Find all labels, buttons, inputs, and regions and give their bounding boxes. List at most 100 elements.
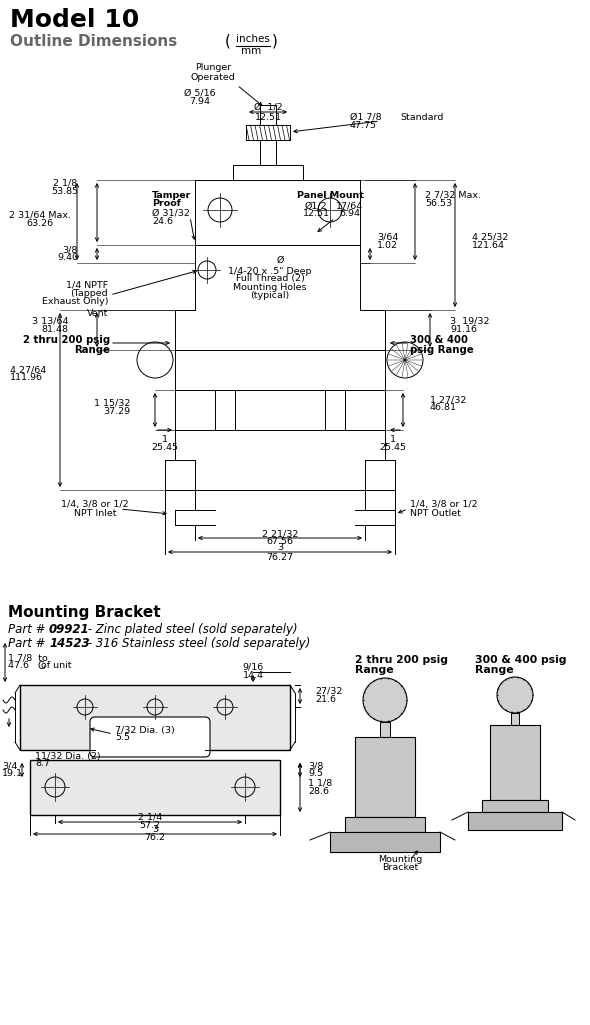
Text: 1.02: 1.02 (377, 241, 398, 249)
Text: 46.81: 46.81 (430, 404, 457, 412)
Text: 2 7/32 Max.: 2 7/32 Max. (425, 191, 481, 200)
Text: Outline Dimensions: Outline Dimensions (10, 34, 177, 49)
Text: 14.4: 14.4 (242, 670, 264, 680)
Text: 1: 1 (390, 436, 396, 445)
Text: 17/64: 17/64 (336, 202, 363, 210)
Text: (: ( (225, 34, 231, 49)
Text: Panel Mount: Panel Mount (297, 191, 363, 200)
Text: 7/32 Dia. (3): 7/32 Dia. (3) (115, 726, 175, 735)
Bar (468, 812, 562, 830)
Text: 3/64: 3/64 (377, 233, 398, 242)
Text: ): ) (272, 34, 278, 49)
Text: - 316 Stainless steel (sold separately): - 316 Stainless steel (sold separately) (84, 637, 310, 650)
Text: 09921: 09921 (49, 623, 90, 636)
Text: 300 & 400: 300 & 400 (410, 335, 468, 345)
Text: 2 thru 200 psig: 2 thru 200 psig (355, 655, 448, 665)
FancyBboxPatch shape (90, 718, 210, 757)
Text: Part #: Part # (8, 637, 49, 650)
Text: 4 27/64: 4 27/64 (10, 366, 46, 374)
Text: 3/8: 3/8 (308, 762, 323, 771)
Text: 300 & 400 psig: 300 & 400 psig (475, 655, 566, 665)
Text: 9.40: 9.40 (57, 253, 78, 262)
Text: 1 27/32: 1 27/32 (430, 396, 466, 405)
Text: Range: Range (74, 345, 110, 355)
Text: 53.85: 53.85 (51, 187, 78, 196)
Text: 91.16: 91.16 (450, 325, 477, 333)
Text: 1/4, 3/8 or 1/2: 1/4, 3/8 or 1/2 (410, 500, 478, 509)
Text: Range: Range (475, 665, 514, 675)
Text: 9/16: 9/16 (242, 662, 264, 671)
Text: 24.6: 24.6 (152, 216, 173, 226)
Circle shape (363, 678, 407, 722)
Text: 27/32: 27/32 (315, 687, 342, 696)
Text: 2 21/32: 2 21/32 (262, 530, 298, 538)
Text: Range: Range (355, 665, 394, 675)
Text: Part #: Part # (8, 623, 49, 636)
Text: Model 10: Model 10 (10, 8, 139, 32)
Text: Bracket: Bracket (382, 863, 418, 872)
Text: Operated: Operated (191, 73, 235, 82)
Text: mm: mm (241, 46, 261, 56)
Text: 3: 3 (152, 824, 158, 833)
Text: Full Thread (2): Full Thread (2) (235, 275, 304, 284)
Text: 2 31/64 Max.: 2 31/64 Max. (9, 210, 71, 219)
Text: 19.1: 19.1 (2, 770, 23, 779)
Text: Ø: Ø (276, 255, 284, 264)
Text: 1: 1 (162, 436, 168, 445)
Bar (355, 737, 415, 817)
Text: 63.26: 63.26 (27, 218, 54, 228)
Text: (Tapped: (Tapped (70, 288, 108, 297)
Text: 1 15/32: 1 15/32 (94, 399, 130, 408)
Text: (typical): (typical) (250, 290, 290, 299)
Text: 3 13/64: 3 13/64 (31, 317, 68, 326)
Text: 3/8: 3/8 (63, 246, 78, 254)
Text: Mounting Holes: Mounting Holes (233, 283, 307, 291)
Text: Cₗ: Cₗ (38, 661, 47, 671)
Text: Ø 5/16: Ø 5/16 (184, 88, 216, 97)
Text: Plunger: Plunger (195, 64, 231, 73)
Text: 25.45: 25.45 (152, 444, 179, 452)
Text: 7.94: 7.94 (189, 96, 211, 106)
Text: 57.2: 57.2 (139, 820, 160, 829)
Text: 76.2: 76.2 (145, 832, 166, 842)
Bar (30, 760, 280, 815)
Text: 47.6    of unit: 47.6 of unit (8, 661, 71, 670)
Text: 1/4-20 x .5" Deep: 1/4-20 x .5" Deep (228, 266, 312, 276)
Text: 1 1/8: 1 1/8 (308, 779, 332, 787)
Text: Exhaust Only): Exhaust Only) (41, 296, 108, 305)
Text: Tamper: Tamper (152, 191, 191, 200)
Text: 12.51: 12.51 (254, 113, 281, 122)
Text: 2 1/4: 2 1/4 (138, 813, 162, 821)
Text: Ø 31/32: Ø 31/32 (152, 208, 190, 217)
Text: Standard: Standard (400, 113, 443, 122)
Bar (482, 800, 548, 812)
Text: Mounting: Mounting (378, 856, 422, 864)
Text: 11/32 Dia. (2): 11/32 Dia. (2) (35, 751, 101, 761)
Text: Ø1 7/8: Ø1 7/8 (350, 113, 382, 122)
Text: 37.29: 37.29 (103, 407, 130, 415)
Text: 1/4 NPTF: 1/4 NPTF (66, 281, 108, 289)
Bar (20, 685, 290, 750)
Text: 56.53: 56.53 (425, 199, 452, 207)
Text: Vent: Vent (87, 309, 108, 318)
Bar (330, 832, 440, 852)
Bar (345, 817, 425, 832)
Text: 25.45: 25.45 (379, 444, 407, 452)
Text: 14523: 14523 (49, 637, 90, 650)
Text: 81.48: 81.48 (41, 325, 68, 333)
Text: NPT Outlet: NPT Outlet (410, 508, 461, 518)
Text: 3  19/32: 3 19/32 (450, 317, 490, 326)
Bar (380, 722, 390, 737)
Text: 3: 3 (277, 543, 283, 552)
Text: 1/4, 3/8 or 1/2: 1/4, 3/8 or 1/2 (61, 500, 129, 509)
Text: 21.6: 21.6 (315, 695, 336, 703)
Text: - Zinc plated steel (sold separately): - Zinc plated steel (sold separately) (84, 623, 297, 636)
Text: 76.27: 76.27 (267, 552, 293, 562)
Text: inches: inches (236, 34, 270, 44)
Bar (511, 713, 519, 725)
Text: 67.56: 67.56 (267, 537, 293, 546)
Text: 12.51: 12.51 (303, 209, 329, 218)
Circle shape (497, 676, 533, 713)
Text: 3/4: 3/4 (2, 762, 17, 771)
Text: 5.5: 5.5 (115, 734, 130, 742)
